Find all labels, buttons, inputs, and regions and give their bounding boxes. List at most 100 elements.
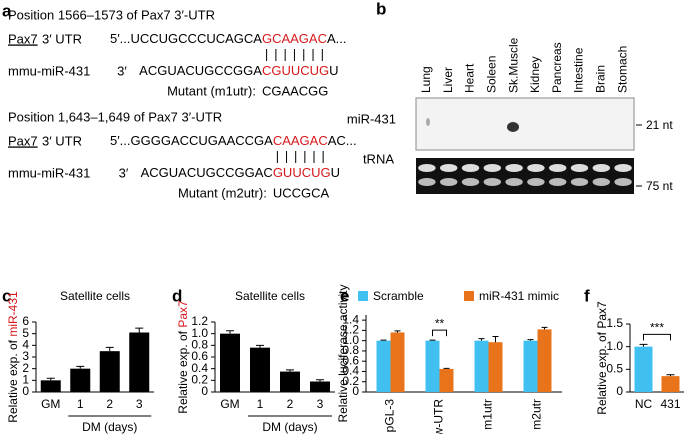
panel-label: c: [2, 286, 11, 305]
y-tick-label: 1.2: [342, 323, 359, 337]
significance-bracket: [432, 329, 447, 337]
trna-band: [439, 164, 458, 172]
error-bar: [226, 330, 234, 334]
bar: [70, 368, 91, 392]
x-axis-label: DM (days): [82, 420, 137, 434]
lane-label: Pancreas: [550, 42, 564, 93]
text-segment: U: [331, 165, 340, 180]
bar: [488, 342, 503, 392]
error-bar: [666, 374, 675, 377]
bar: [310, 381, 330, 392]
utr-label: 3′ UTR: [42, 133, 82, 148]
lane-label: Soleen: [484, 56, 498, 93]
text-segment: miR-431: [6, 291, 20, 337]
error-bar: [316, 379, 324, 382]
y-tick-label: 0.2: [191, 373, 208, 387]
trna-band: [592, 164, 611, 172]
y-tick-label: 0.5: [606, 362, 623, 376]
lane-label: Lung: [419, 66, 433, 93]
lane-label: Stomach: [615, 46, 629, 93]
x-axis-label: DM (days): [262, 420, 317, 434]
bar: [523, 340, 538, 392]
text-segment: Relative exp. of: [6, 337, 20, 423]
gene-name: Pax7: [8, 133, 38, 148]
x-tick-label: w-UTR: [432, 399, 446, 434]
y-tick-label: 1.0: [342, 333, 359, 347]
text-segment: 5′...UCCUGCCCUCAGCA: [110, 31, 262, 46]
chart-title: Satellite cells: [235, 289, 305, 303]
y-tick-label: 1.2: [191, 314, 208, 328]
y-tick-label: 0: [352, 384, 359, 398]
mirna-sequence: ACGUACUGCCGGACGUUCUGU: [139, 63, 338, 78]
y-tick-label: 0: [616, 384, 623, 398]
legend-swatch: [464, 291, 474, 301]
bar: [474, 340, 489, 392]
y-axis-label: Relative exp. of Pax7: [176, 300, 190, 414]
y-tick-label: 0.2: [342, 374, 359, 388]
gene-name: Pax7: [8, 31, 38, 46]
x-tick-label: 3: [317, 397, 324, 411]
bar: [439, 368, 454, 392]
error-bar: [380, 339, 387, 341]
target-sequence: 5′...GGGGACCUGAACCGACAAGACAC...: [110, 133, 357, 148]
mutant-label: Mutant (m1utr):: [167, 83, 256, 98]
bar: [390, 332, 405, 392]
error-bar: [135, 327, 144, 333]
y-tick-label: 1.4: [342, 312, 359, 326]
trna-band: [614, 178, 632, 186]
error-bar: [76, 365, 85, 369]
lane-label: Kidney: [528, 56, 542, 93]
text-segment: Relative luciferase activity: [336, 284, 350, 422]
y-tick-label: 0: [22, 384, 29, 398]
mirna-name: mmu-miR-431: [8, 165, 90, 180]
mirna-end: 3′: [117, 63, 127, 78]
position-label: Position 1,643–1,649 of Pax7 3′-UTR: [8, 109, 222, 124]
trna-band: [439, 178, 458, 186]
panel-label: e: [340, 286, 349, 305]
bar: [129, 332, 150, 392]
trna-band: [418, 164, 436, 172]
y-tick-label: 0.4: [191, 361, 208, 375]
legend-label: miR-431 mimic: [479, 289, 559, 303]
position-label: Position 1566–1573 of Pax7 3′-UTR: [8, 7, 215, 22]
x-tick-label: 2: [287, 397, 294, 411]
bar: [376, 340, 391, 392]
blot-mirna: [415, 97, 635, 151]
y-tick-label: 0.4: [342, 364, 359, 378]
text-segment: GUUCUG: [273, 165, 331, 180]
error-bar: [256, 344, 264, 348]
y-axis-label: Relative luciferase activity: [336, 284, 350, 422]
bar: [250, 347, 270, 392]
text-segment: U: [329, 63, 338, 78]
error-bar: [541, 326, 548, 330]
trna-band: [505, 178, 523, 186]
mutant-sequence: UCCGCA: [273, 185, 330, 200]
trna-band: [570, 178, 589, 186]
error-bar: [492, 336, 499, 343]
bar: [220, 333, 240, 392]
x-tick-label: 3: [136, 397, 143, 411]
panel-label: d: [172, 286, 182, 305]
mutant-label: Mutant (m2utr):: [178, 185, 267, 200]
y-tick-label: 0: [201, 384, 208, 398]
y-tick-label: 0.8: [342, 343, 359, 357]
x-tick-label: GM: [41, 397, 60, 411]
y-tick-label: 0.8: [191, 338, 208, 352]
y-tick-label: 6: [22, 314, 29, 328]
text-segment: CGUUCUG: [262, 63, 329, 78]
y-tick-label: 0.6: [191, 349, 208, 363]
error-bar: [429, 339, 436, 341]
trna-band: [548, 178, 567, 186]
significance-bracket: [643, 333, 671, 341]
bar: [661, 376, 680, 392]
bar: [99, 351, 120, 392]
error-bar: [443, 367, 450, 369]
trna-band: [570, 164, 589, 172]
text-segment: AC...: [328, 133, 357, 148]
row-label: miR-431: [347, 111, 396, 126]
error-bar: [478, 338, 485, 341]
panel-label: b: [376, 0, 386, 18]
x-tick-label: 1: [77, 397, 84, 411]
trna-band: [527, 178, 545, 186]
text-segment: 5′...GGGGACCUGAACCGA: [110, 133, 273, 148]
